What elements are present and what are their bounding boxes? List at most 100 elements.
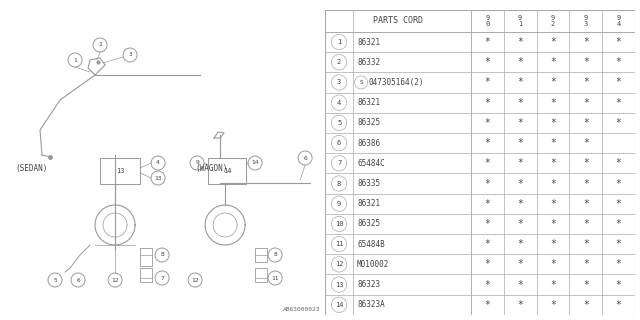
Text: *: * <box>550 300 556 310</box>
Text: *: * <box>550 219 556 229</box>
Text: *: * <box>517 239 523 249</box>
Text: *: * <box>517 280 523 290</box>
Text: *: * <box>583 239 589 249</box>
Text: 86325: 86325 <box>357 220 380 228</box>
Text: 9
2: 9 2 <box>551 15 555 27</box>
Text: 1: 1 <box>337 39 341 45</box>
Text: *: * <box>550 37 556 47</box>
Text: *: * <box>583 37 589 47</box>
Text: 4: 4 <box>337 100 341 106</box>
Text: 7: 7 <box>160 276 164 281</box>
Text: 10: 10 <box>335 221 343 227</box>
Text: *: * <box>583 199 589 209</box>
Text: 12: 12 <box>191 277 199 283</box>
Text: *: * <box>484 118 490 128</box>
Text: *: * <box>550 239 556 249</box>
Text: 5: 5 <box>53 277 57 283</box>
Text: *: * <box>550 280 556 290</box>
Text: *: * <box>517 179 523 188</box>
Text: *: * <box>583 179 589 188</box>
Text: 6: 6 <box>303 156 307 161</box>
Text: 12: 12 <box>335 261 343 267</box>
Text: 86323: 86323 <box>357 280 380 289</box>
Text: 8: 8 <box>160 252 164 258</box>
Text: *: * <box>583 280 589 290</box>
Text: 9
1: 9 1 <box>518 15 522 27</box>
Text: *: * <box>616 158 621 168</box>
Text: *: * <box>583 98 589 108</box>
Text: *: * <box>616 239 621 249</box>
Text: 2: 2 <box>337 59 341 65</box>
Text: *: * <box>583 118 589 128</box>
Text: *: * <box>583 57 589 67</box>
Text: *: * <box>550 57 556 67</box>
Text: 2: 2 <box>98 43 102 47</box>
Text: *: * <box>484 158 490 168</box>
Text: 14: 14 <box>335 302 343 308</box>
Text: *: * <box>550 158 556 168</box>
Text: (SEDAN): (SEDAN) <box>15 164 47 172</box>
Text: *: * <box>583 138 589 148</box>
Text: 6: 6 <box>337 140 341 146</box>
Text: *: * <box>517 158 523 168</box>
Text: *: * <box>484 57 490 67</box>
Text: 86335: 86335 <box>357 179 380 188</box>
Text: *: * <box>583 219 589 229</box>
Text: 5: 5 <box>337 120 341 126</box>
Text: *: * <box>616 77 621 87</box>
Text: *: * <box>484 280 490 290</box>
Text: PARTS CORD: PARTS CORD <box>373 16 423 25</box>
Bar <box>255 248 267 262</box>
Text: *: * <box>517 77 523 87</box>
Bar <box>140 268 152 282</box>
Text: *: * <box>517 259 523 269</box>
Text: *: * <box>517 118 523 128</box>
Text: *: * <box>484 37 490 47</box>
Text: *: * <box>484 219 490 229</box>
Text: 86386: 86386 <box>357 139 380 148</box>
Text: *: * <box>616 280 621 290</box>
Text: 9
4: 9 4 <box>616 15 621 27</box>
Text: 13: 13 <box>335 282 343 288</box>
Text: *: * <box>484 77 490 87</box>
Text: *: * <box>484 300 490 310</box>
Text: 86321: 86321 <box>357 98 380 107</box>
Text: 13: 13 <box>154 175 162 180</box>
Text: 3: 3 <box>337 79 341 85</box>
Text: *: * <box>550 77 556 87</box>
Text: *: * <box>616 57 621 67</box>
Bar <box>100 158 140 184</box>
Text: *: * <box>484 239 490 249</box>
Text: *: * <box>616 179 621 188</box>
Text: 86332: 86332 <box>357 58 380 67</box>
Text: *: * <box>583 300 589 310</box>
Text: *: * <box>616 219 621 229</box>
Text: *: * <box>616 98 621 108</box>
Text: 1: 1 <box>73 58 77 62</box>
Text: *: * <box>616 118 621 128</box>
Text: 13: 13 <box>116 168 124 174</box>
Text: *: * <box>517 219 523 229</box>
Text: *: * <box>550 118 556 128</box>
Text: 9: 9 <box>195 161 199 165</box>
Text: *: * <box>616 300 621 310</box>
Text: 8: 8 <box>337 180 341 187</box>
Text: 86321: 86321 <box>357 37 380 46</box>
Text: *: * <box>484 199 490 209</box>
Text: M010002: M010002 <box>357 260 390 269</box>
Text: 9
3: 9 3 <box>584 15 588 27</box>
Bar <box>255 268 267 282</box>
Text: 14: 14 <box>252 161 259 165</box>
Text: *: * <box>517 199 523 209</box>
Text: *: * <box>550 138 556 148</box>
Text: *: * <box>616 37 621 47</box>
Text: (WAGON): (WAGON) <box>195 164 227 172</box>
Text: *: * <box>616 259 621 269</box>
Text: 65484C: 65484C <box>357 159 385 168</box>
Text: 3: 3 <box>128 52 132 58</box>
Text: 12: 12 <box>111 277 119 283</box>
Text: 14: 14 <box>223 168 231 174</box>
Text: 86323A: 86323A <box>357 300 385 309</box>
Text: *: * <box>517 98 523 108</box>
Text: 4: 4 <box>156 161 160 165</box>
